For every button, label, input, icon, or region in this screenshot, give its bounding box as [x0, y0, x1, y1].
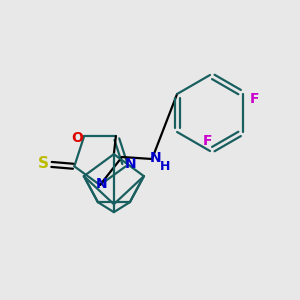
Text: F: F — [203, 134, 213, 148]
Text: N: N — [125, 157, 136, 171]
Text: H: H — [160, 160, 170, 172]
Text: O: O — [71, 131, 83, 145]
Text: F: F — [250, 92, 260, 106]
Text: N: N — [96, 177, 108, 191]
Text: N: N — [150, 151, 162, 165]
Text: S: S — [38, 156, 49, 171]
